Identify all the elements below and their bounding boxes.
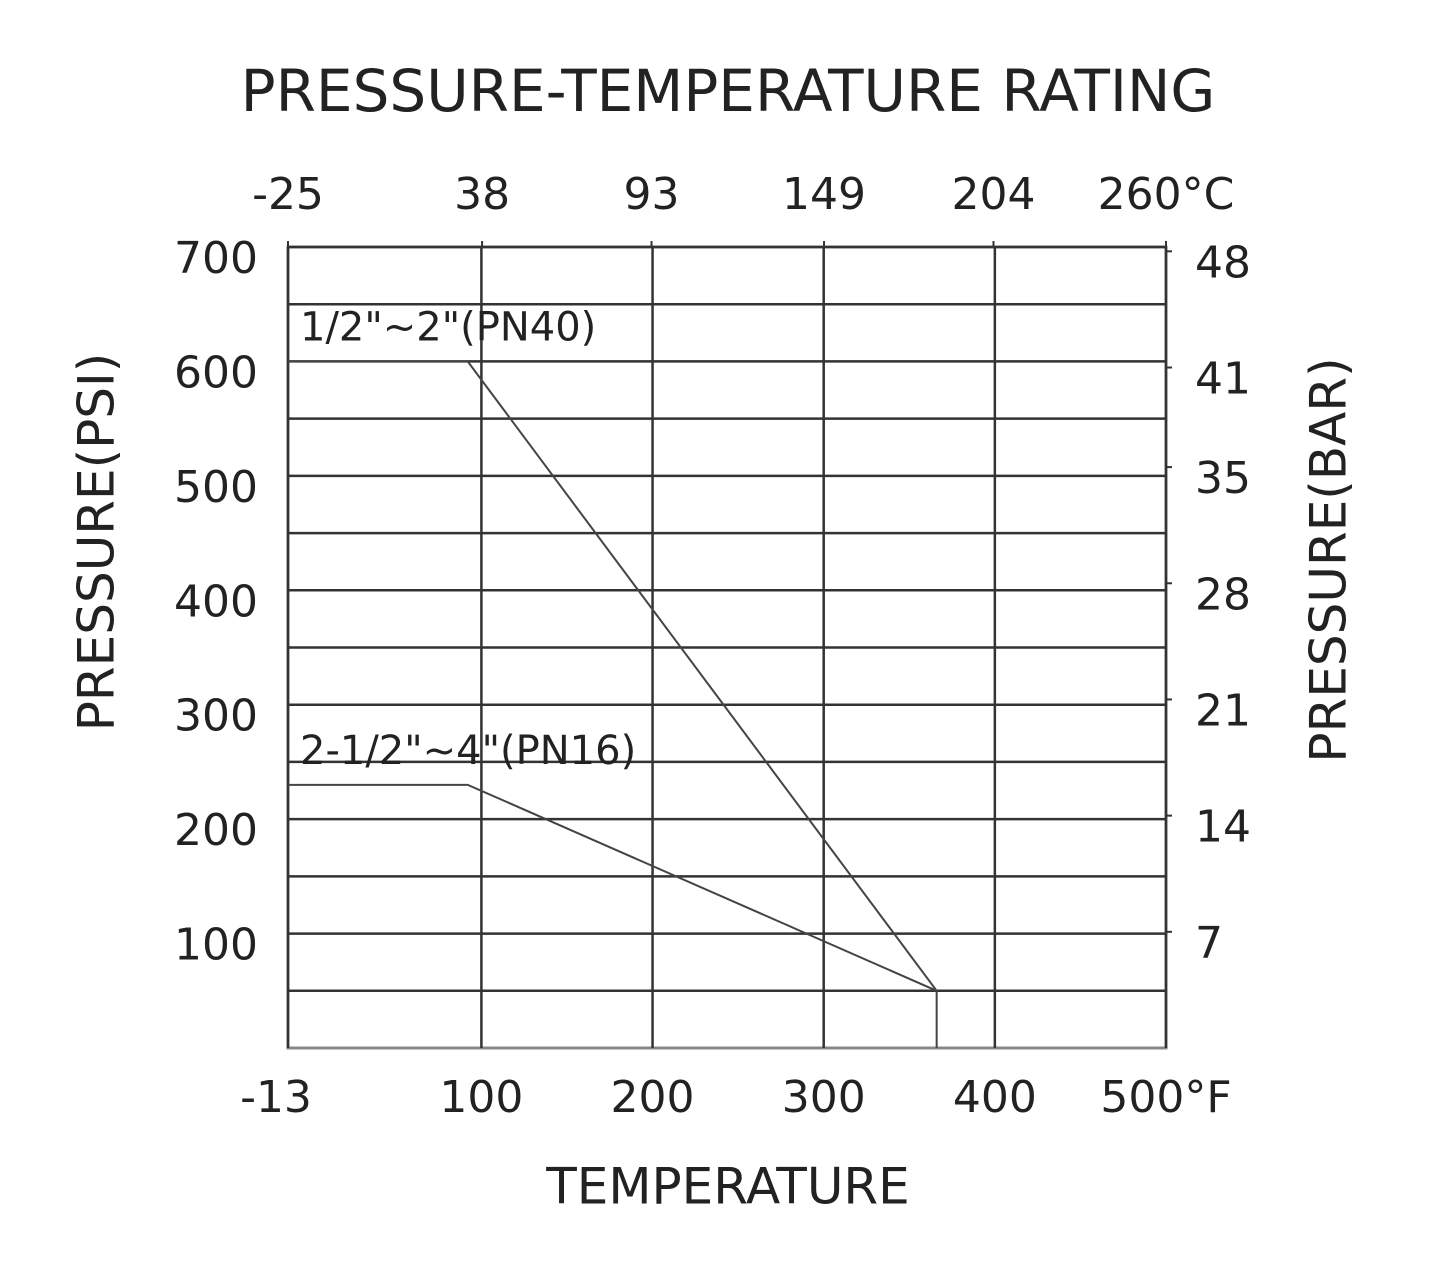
y-tick-label: 600 xyxy=(174,347,258,398)
y2-tick-label: 41 xyxy=(1195,353,1251,404)
y2-tick-label: 28 xyxy=(1195,569,1251,620)
x-tick-label: 300 xyxy=(782,1072,866,1123)
x2-tick-label: 38 xyxy=(454,169,510,220)
y-tick-label: 200 xyxy=(174,805,258,856)
y-tick-label: 500 xyxy=(174,462,258,513)
x-tick-label: -13 xyxy=(240,1072,312,1123)
x2-tick-label: 260°C xyxy=(1098,169,1235,220)
chart-title: PRESSURE-TEMPERATURE RATING xyxy=(241,57,1216,125)
y2-tick-label: 14 xyxy=(1195,802,1251,853)
y2-tick-label: 7 xyxy=(1195,918,1223,969)
x-tick-label: 100 xyxy=(439,1072,523,1123)
y2-tick-label: 48 xyxy=(1195,237,1251,288)
x-tick-label: 400 xyxy=(953,1072,1037,1123)
y2-axis-label: PRESSURE(BAR) xyxy=(1300,357,1358,762)
x-axis-label: TEMPERATURE xyxy=(545,1158,910,1216)
x-tick-label: 500°F xyxy=(1100,1072,1231,1123)
x2-tick-label: 204 xyxy=(951,169,1035,220)
y2-tick-label: 21 xyxy=(1195,685,1251,736)
y-axis-label: PRESSURE(PSI) xyxy=(68,353,126,732)
x-tick-label: 200 xyxy=(611,1072,695,1123)
y2-tick-label: 35 xyxy=(1195,453,1251,504)
y-tick-label: 100 xyxy=(174,920,258,971)
series-line xyxy=(288,360,938,1048)
y-tick-label: 400 xyxy=(174,576,258,627)
x2-tick-label: 149 xyxy=(782,169,866,220)
y-tick-label: 700 xyxy=(174,233,258,284)
series-label: 1/2"~2"(PN40) xyxy=(300,304,596,350)
series-line xyxy=(288,783,938,992)
series-label: 2-1/2"~4"(PN16) xyxy=(300,728,636,774)
y-tick-label: 300 xyxy=(174,691,258,742)
x2-tick-label: -25 xyxy=(252,169,324,220)
x2-tick-label: 93 xyxy=(624,169,680,220)
